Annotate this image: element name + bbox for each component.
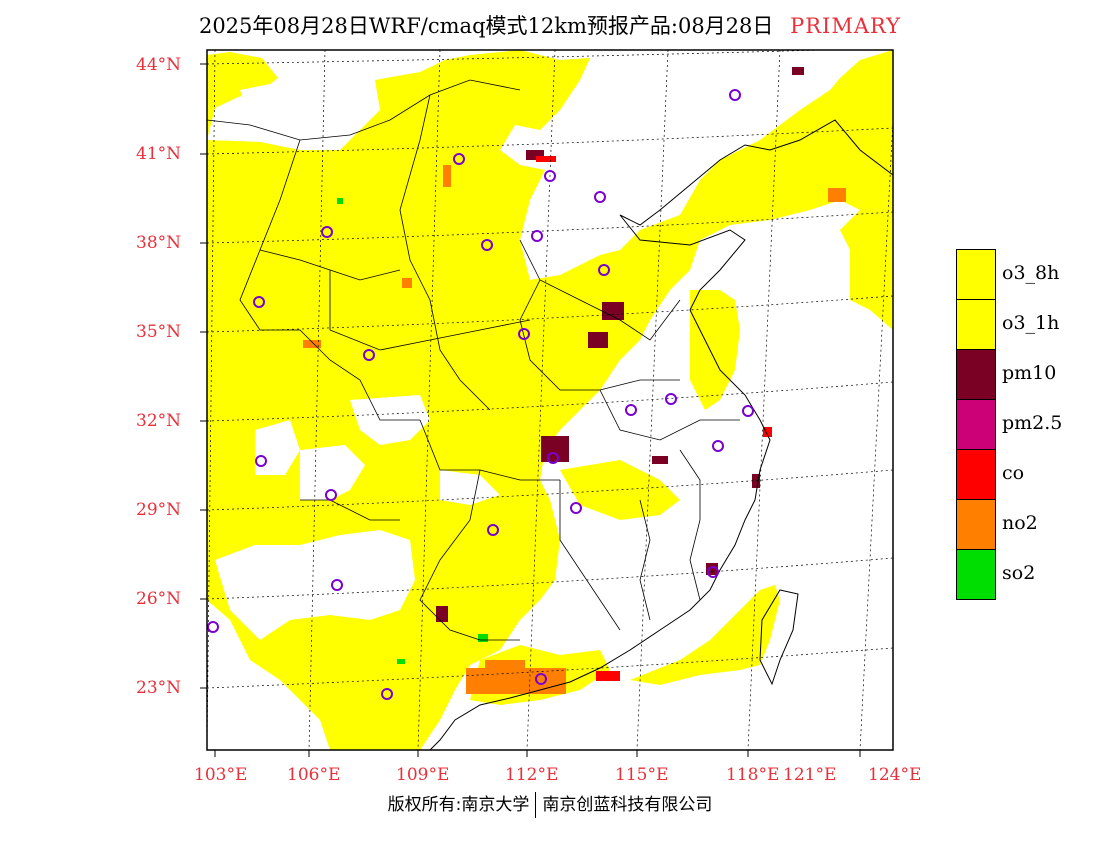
lat-label-38: 38°N: [136, 233, 182, 253]
legend-label: pm2.5: [1002, 412, 1063, 434]
copyright-footer: 版权所有:南京大学 南京创蓝科技有限公司: [0, 790, 1100, 818]
pm10-henan: [602, 302, 624, 320]
pm10-liaoning: [792, 67, 804, 75]
lon-label-112: 112°E: [505, 765, 559, 785]
pm10-henan-2: [588, 332, 608, 348]
pm10-hebei: [526, 150, 544, 160]
clean-area-beijing: [540, 140, 620, 230]
map-frame: [206, 49, 894, 751]
co-hebei: [536, 156, 556, 162]
pollution-fields: [207, 50, 893, 750]
legend-label: o3_1h: [1002, 312, 1060, 334]
coastline: [429, 119, 893, 750]
lat-label-41: 41°N: [136, 144, 182, 164]
legend-label: pm10: [1002, 362, 1057, 384]
taiwan-outline: [759, 589, 799, 686]
legend-label: o3_8h: [1002, 262, 1060, 284]
station-markers: [207, 89, 754, 700]
no2-guangzhou: [466, 668, 566, 694]
legend-swatch: [956, 549, 996, 600]
pm10-wuhan: [541, 436, 569, 462]
clean-area-chongqing: [300, 445, 365, 500]
no2-northeast: [828, 188, 846, 202]
footer-divider: [535, 792, 537, 818]
map-title: 2025年08月28日WRF/cmaq模式12km预报产品:08月28日 PRI…: [0, 10, 1100, 40]
co-shanghai: [763, 427, 772, 437]
legend-swatch: [956, 349, 996, 400]
no2-shanxi: [443, 165, 451, 187]
lat-label-32: 32°N: [136, 411, 182, 431]
lat-label-29: 29°N: [136, 500, 182, 520]
pm10-zhejiang: [752, 474, 760, 488]
title-main: 2025年08月28日WRF/cmaq模式12km预报产品:08月28日: [198, 14, 774, 38]
legend-swatch: [956, 299, 996, 350]
clean-area-hunan: [440, 470, 500, 505]
legend-swatch: [956, 399, 996, 450]
tick-marks: [200, 63, 861, 757]
copyright-owner: 版权所有:南京大学: [387, 795, 530, 815]
legend-label: no2: [1002, 512, 1038, 534]
so2-guangxi: [478, 634, 488, 642]
legend-swatch: [956, 449, 996, 500]
lat-label-23: 23°N: [136, 678, 182, 698]
lat-label-44: 44°N: [136, 55, 182, 75]
legend-label: co: [1002, 462, 1025, 484]
province-boundaries: [207, 79, 740, 641]
legend-swatch: [956, 499, 996, 550]
no2-hebei: [402, 278, 412, 288]
no2-sichuan: [303, 340, 321, 348]
so2-shaanxi: [337, 198, 343, 204]
title-tag: PRIMARY: [790, 14, 902, 38]
so2-yunnan: [397, 659, 405, 664]
lon-label-103: 103°E: [194, 765, 248, 785]
clean-area-guizhou: [215, 530, 415, 640]
lon-label-121: 121°E: [783, 765, 837, 785]
o3-region-jiangsu: [690, 290, 740, 410]
co-guangdong: [596, 671, 620, 681]
lon-label-115: 115°E: [615, 765, 669, 785]
o3-region-central: [560, 460, 680, 520]
lat-label-26: 26°N: [136, 589, 182, 609]
graticule: [207, 50, 893, 750]
o3-region-southeast: [630, 585, 780, 685]
lon-label-109: 109°E: [396, 765, 450, 785]
lon-label-106: 106°E: [287, 765, 341, 785]
pm10-guangxi: [436, 606, 448, 622]
lon-label-118: 118°E: [726, 765, 780, 785]
lat-label-35: 35°N: [136, 322, 182, 342]
lon-label-124: 124°E: [868, 765, 922, 785]
copyright-company: 南京创蓝科技有限公司: [542, 795, 713, 815]
clean-area-mongolia: [240, 80, 360, 135]
legend-label: so2: [1002, 562, 1036, 584]
pm10-jiangxi: [652, 456, 668, 464]
no2-guangzhou-2: [485, 660, 525, 672]
legend-swatch: [956, 249, 996, 300]
